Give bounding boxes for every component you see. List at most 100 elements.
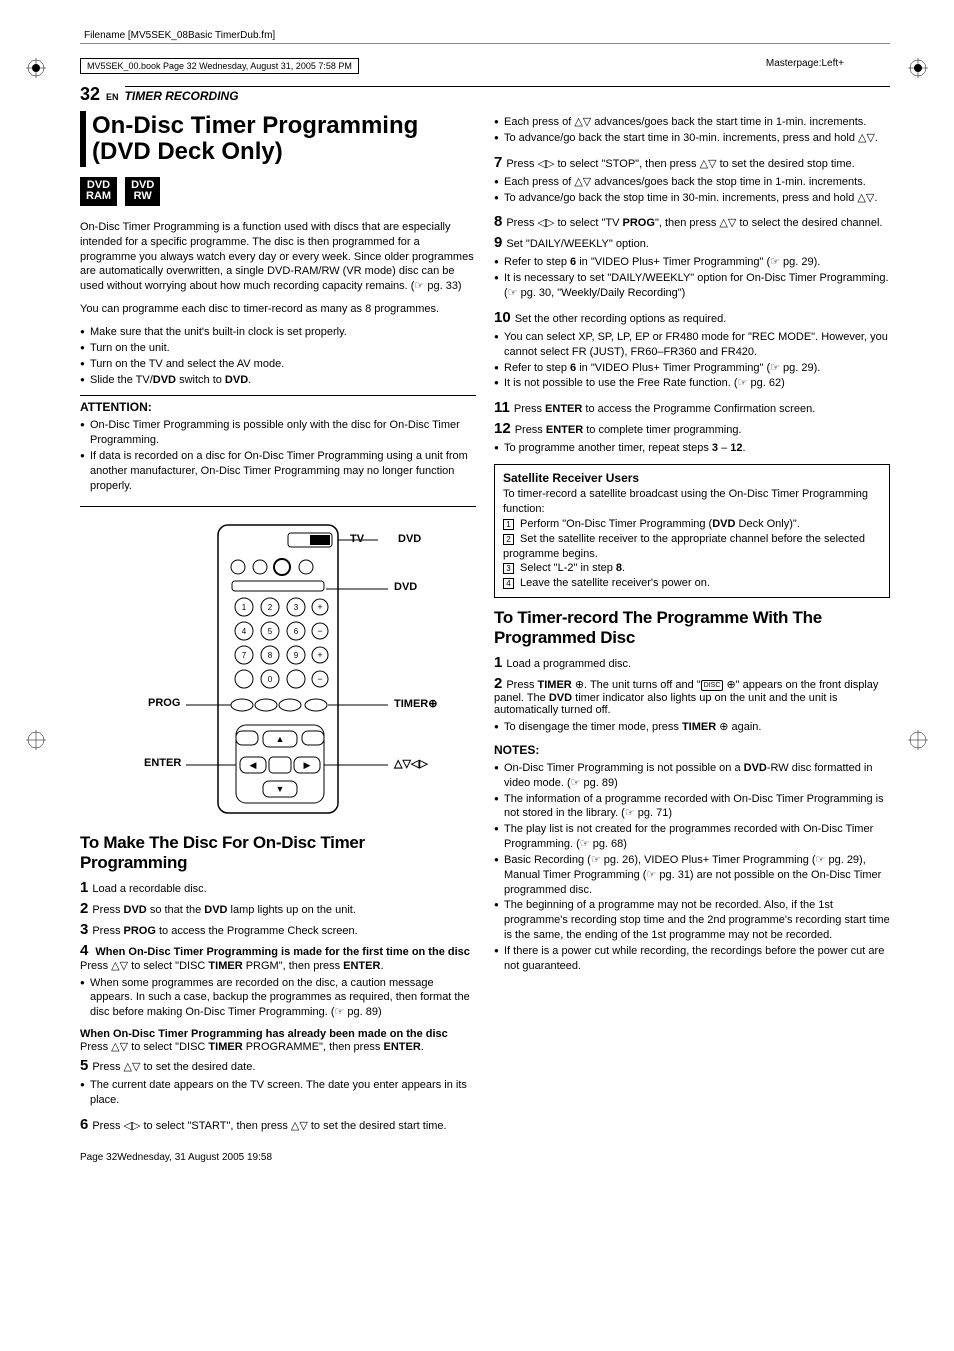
filename-meta: Filename [MV5SEK_08Basic TimerDub.fm] — [80, 28, 890, 44]
remote-label-dvd: DVD — [394, 581, 417, 593]
precheck-item: Turn on the unit. — [80, 341, 476, 356]
remote-label-timer: TIMER⊕ — [394, 697, 437, 710]
step-bullets: When some programmes are recorded on the… — [80, 976, 476, 1021]
note-item: If there is a power cut while recording,… — [494, 944, 890, 974]
subheading-make-disc: To Make The Disc For On-Disc Timer Progr… — [80, 833, 476, 873]
svg-text:▶: ▶ — [304, 760, 311, 770]
svg-text:3: 3 — [294, 603, 299, 612]
step-bullet: The current date appears on the TV scree… — [80, 1078, 476, 1108]
step: 7Press ◁▷ to select "STOP", then press △… — [494, 154, 890, 171]
step: 4 When On-Disc Timer Programming is made… — [80, 942, 476, 972]
step-bullets: The current date appears on the TV scree… — [80, 1078, 476, 1108]
svg-text:8: 8 — [268, 651, 273, 660]
step: 8Press ◁▷ to select "TV PROG", then pres… — [494, 213, 890, 230]
svg-text:4: 4 — [242, 627, 247, 636]
step: 2Press TIMER ⊕. The unit turns off and "… — [494, 675, 890, 716]
precheck-item: Slide the TV/DVD switch to DVD. — [80, 373, 476, 388]
step-bullets: Each press of △▽ advances/goes back the … — [494, 175, 890, 206]
remote-label-tv: TV — [350, 533, 364, 545]
svg-text:▼: ▼ — [276, 784, 285, 794]
crop-mark-icon — [26, 58, 46, 78]
step-bullet: Each press of △▽ advances/goes back the … — [494, 175, 890, 190]
masterpage-meta: Masterpage:Left+ — [766, 58, 844, 69]
step-bullet: It is necessary to set "DAILY/WEEKLY" op… — [494, 271, 890, 301]
svg-text:+: + — [317, 650, 322, 660]
svg-text:2: 2 — [268, 603, 273, 612]
page-title: On-Disc Timer Programming (DVD Deck Only… — [92, 111, 476, 167]
footer-meta: Page 32Wednesday, 31 August 2005 19:58 — [80, 1152, 272, 1163]
satellite-step: 4 Leave the satellite receiver's power o… — [503, 576, 881, 591]
step: 9Set "DAILY/WEEKLY" option. — [494, 234, 890, 251]
page-lang: EN — [106, 92, 119, 102]
crop-mark-icon — [26, 730, 46, 750]
crop-mark-icon — [908, 58, 928, 78]
step-alt: When On-Disc Timer Programming has alrea… — [80, 1028, 476, 1053]
left-column: On-Disc Timer Programming (DVD Deck Only… — [80, 111, 476, 1137]
section-title: TIMER RECORDING — [125, 86, 890, 103]
step: 3Press PROG to access the Programme Chec… — [80, 921, 476, 938]
step-bullets: Refer to step 6 in "VIDEO Plus+ Timer Pr… — [494, 255, 890, 301]
subheading-timer-record: To Timer-record The Programme With The P… — [494, 608, 890, 648]
attention-box: ATTENTION: On-Disc Timer Programming is … — [80, 395, 476, 506]
document-page: Filename [MV5SEK_08Basic TimerDub.fm] MV… — [0, 0, 954, 1177]
remote-label-dvd-top: DVD — [398, 533, 421, 545]
remote-label-prog: PROG — [148, 697, 180, 709]
step: 1Load a recordable disc. — [80, 879, 476, 896]
svg-text:+: + — [317, 602, 322, 612]
book-meta: MV5SEK_00.book Page 32 Wednesday, August… — [80, 58, 359, 74]
satellite-step: 3 Select "L-2" in step 8. — [503, 561, 881, 576]
right-column: Each press of △▽ advances/goes back the … — [494, 111, 890, 1137]
notes-list: On-Disc Timer Programming is not possibl… — [494, 761, 890, 974]
svg-text:▲: ▲ — [276, 734, 285, 744]
note-item: The beginning of a programme may not be … — [494, 898, 890, 943]
notes-section: NOTES: On-Disc Timer Programming is not … — [494, 743, 890, 974]
step: 12Press ENTER to complete timer programm… — [494, 420, 890, 437]
step-bullets: To programme another timer, repeat steps… — [494, 441, 890, 456]
step-bullet: You can select XP, SP, LP, EP or FR480 m… — [494, 330, 890, 360]
note-item: The play list is not created for the pro… — [494, 822, 890, 852]
satellite-step: 1 Perform "On-Disc Timer Programming (DV… — [503, 517, 881, 532]
attention-heading: ATTENTION: — [80, 400, 476, 414]
step: 11Press ENTER to access the Programme Co… — [494, 399, 890, 416]
attention-item: If data is recorded on a disc for On-Dis… — [80, 449, 476, 494]
step-bullet: Refer to step 6 in "VIDEO Plus+ Timer Pr… — [494, 361, 890, 376]
page-number: 32 — [80, 84, 100, 105]
continuation-bullet: Each press of △▽ advances/goes back the … — [494, 115, 890, 130]
attention-list: On-Disc Timer Programming is possible on… — [80, 418, 476, 493]
svg-text:7: 7 — [242, 651, 247, 660]
satellite-intro: To timer-record a satellite broadcast us… — [503, 487, 881, 517]
svg-text:−: − — [317, 674, 322, 684]
remote-label-arrows: △▽◁▷ — [394, 757, 428, 770]
remote-illustration: 1 2 3 4 5 6 7 8 9 0 + − + − — [88, 519, 468, 819]
svg-text:0: 0 — [268, 675, 273, 684]
badge-dvd-rw: DVDRW — [125, 177, 160, 206]
precheck-item: Make sure that the unit's built-in clock… — [80, 325, 476, 340]
svg-text:◀: ◀ — [250, 760, 257, 770]
format-badges: DVDRAM DVDRW — [80, 177, 476, 206]
continuation-bullets: Each press of △▽ advances/goes back the … — [494, 115, 890, 146]
note-item: On-Disc Timer Programming is not possibl… — [494, 761, 890, 791]
step-bullet: To advance/go back the stop time in 30-m… — [494, 191, 890, 206]
satellite-step: 2 Set the satellite receiver to the appr… — [503, 532, 881, 562]
step-bullet: It is not possible to use the Free Rate … — [494, 376, 890, 391]
precheck-list: Make sure that the unit's built-in clock… — [80, 325, 476, 387]
steps-list-2: 1Load a programmed disc. 2Press TIMER ⊕. … — [494, 654, 890, 735]
satellite-steps: 1 Perform "On-Disc Timer Programming (DV… — [503, 517, 881, 591]
continuation-bullet: To advance/go back the start time in 30-… — [494, 131, 890, 146]
precheck-item: Turn on the TV and select the AV mode. — [80, 357, 476, 372]
step: 2Press DVD so that the DVD lamp lights u… — [80, 900, 476, 917]
badge-dvd-ram: DVDRAM — [80, 177, 117, 206]
step-bullet: When some programmes are recorded on the… — [80, 976, 476, 1021]
step-bullet: Refer to step 6 in "VIDEO Plus+ Timer Pr… — [494, 255, 890, 270]
svg-text:1: 1 — [242, 603, 247, 612]
intro-paragraph-2: You can programme each disc to timer-rec… — [80, 302, 476, 317]
satellite-box: Satellite Receiver Users To timer-record… — [494, 464, 890, 598]
step: 10Set the other recording options as req… — [494, 309, 890, 326]
svg-text:6: 6 — [294, 627, 299, 636]
svg-text:9: 9 — [294, 651, 299, 660]
steps-list-right: 7Press ◁▷ to select "STOP", then press △… — [494, 154, 890, 456]
step: 1Load a programmed disc. — [494, 654, 890, 671]
note-item: The information of a programme recorded … — [494, 792, 890, 822]
attention-item: On-Disc Timer Programming is possible on… — [80, 418, 476, 448]
step: 5Press △▽ to set the desired date. — [80, 1057, 476, 1074]
